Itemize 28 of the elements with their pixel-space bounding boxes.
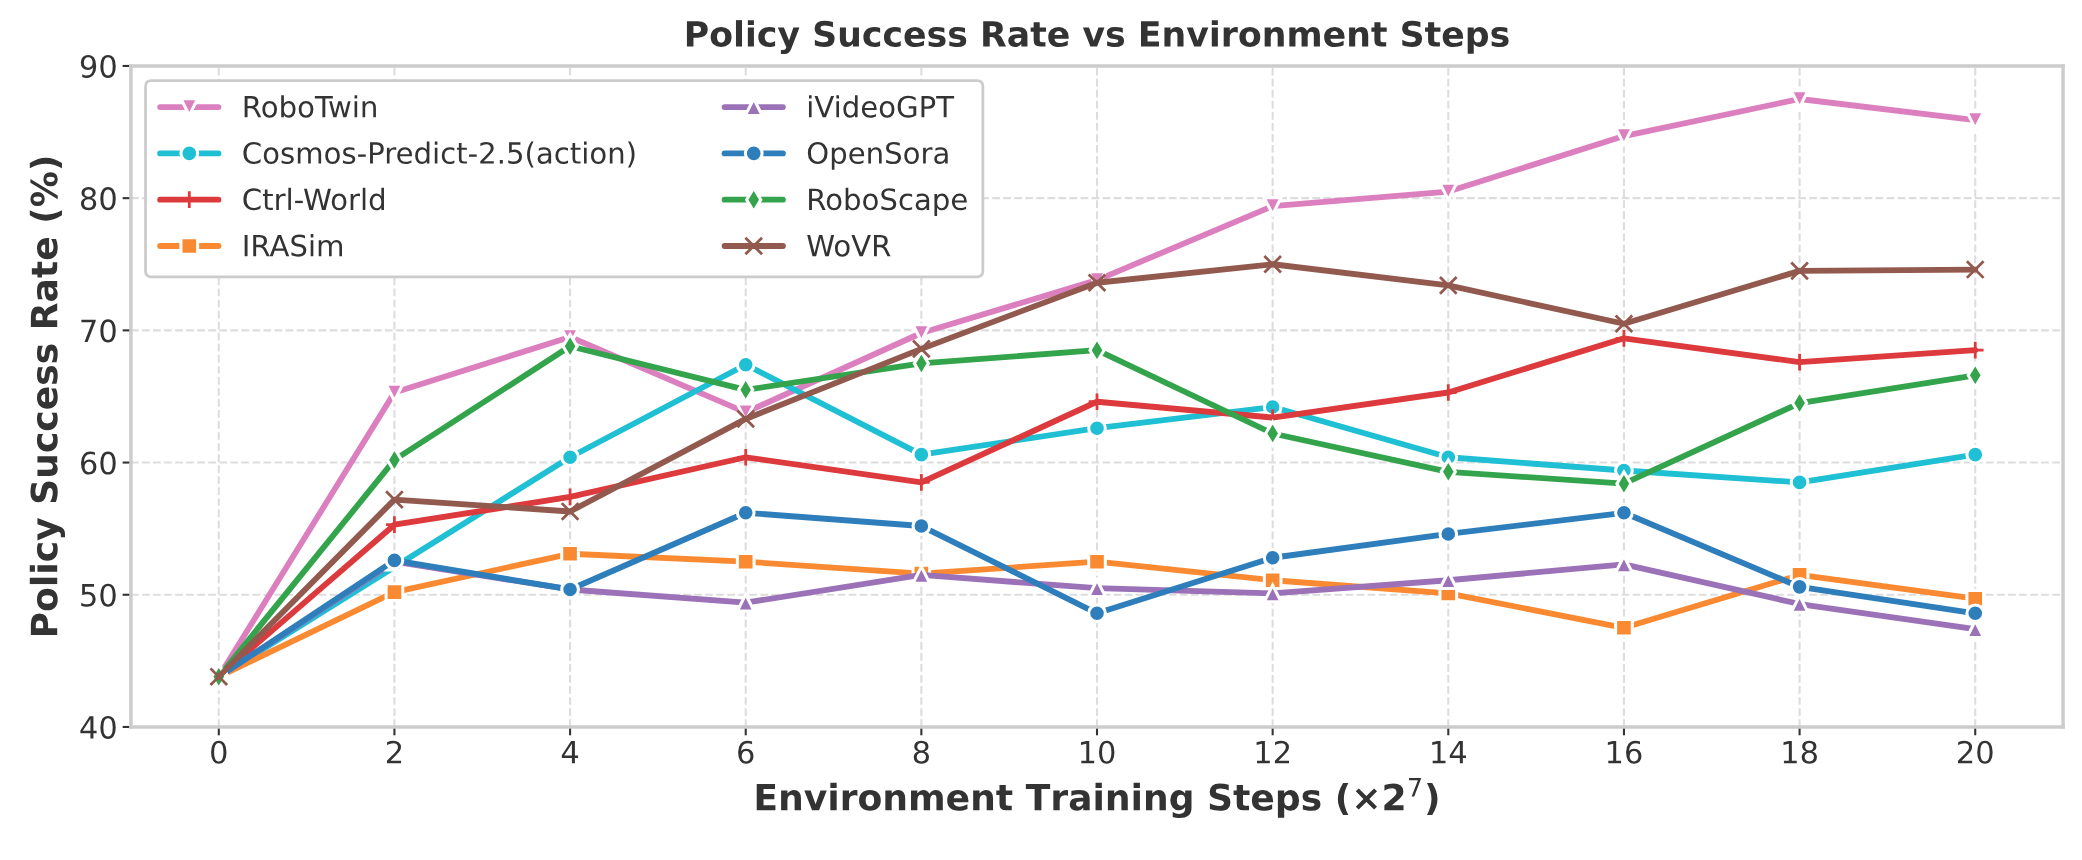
x-tick-label: 8 (913, 740, 929, 764)
x-tick-label: 16 (1607, 740, 1642, 764)
legend-label: RoboTwin (244, 95, 376, 118)
x-tick-label: 10 (1080, 740, 1115, 764)
x-axis-title: Environment Training Steps (×2$^{7}$) (756, 778, 1438, 819)
x-tick-label: 18 (1783, 740, 1817, 764)
y-tick-label: 50 (81, 583, 116, 607)
legend-label: RoboScape (809, 187, 967, 216)
y-tick-label: 60 (81, 451, 116, 475)
y-axis-title: Policy Success Rate (%) (29, 157, 65, 636)
chart-title: Policy Success Rate vs Environment Steps (686, 20, 1509, 55)
legend-label: OpenSora (807, 141, 948, 170)
legend-label: iVideoGPT (808, 95, 955, 118)
x-tick-label: 6 (738, 740, 754, 764)
legend-label: WoVR (807, 234, 891, 257)
x-tick-label: 14 (1432, 741, 1467, 764)
x-tick-label: 0 (211, 740, 227, 764)
x-tick-label: 2 (386, 740, 402, 764)
legend-label: Cosmos-Predict-2.5(action) (243, 141, 635, 168)
x-tick-label: 4 (561, 741, 579, 764)
x-tick-label: 12 (1256, 740, 1290, 764)
y-tick-label: 80 (80, 187, 116, 211)
y-tick-label: 70 (81, 319, 116, 343)
legend-label: IRASim (244, 234, 342, 257)
x-tick-label: 20 (1958, 740, 1993, 764)
legend-label: Ctrl-World (243, 187, 384, 211)
y-tick-label: 90 (80, 54, 116, 79)
y-tick-label: 40 (80, 715, 116, 739)
